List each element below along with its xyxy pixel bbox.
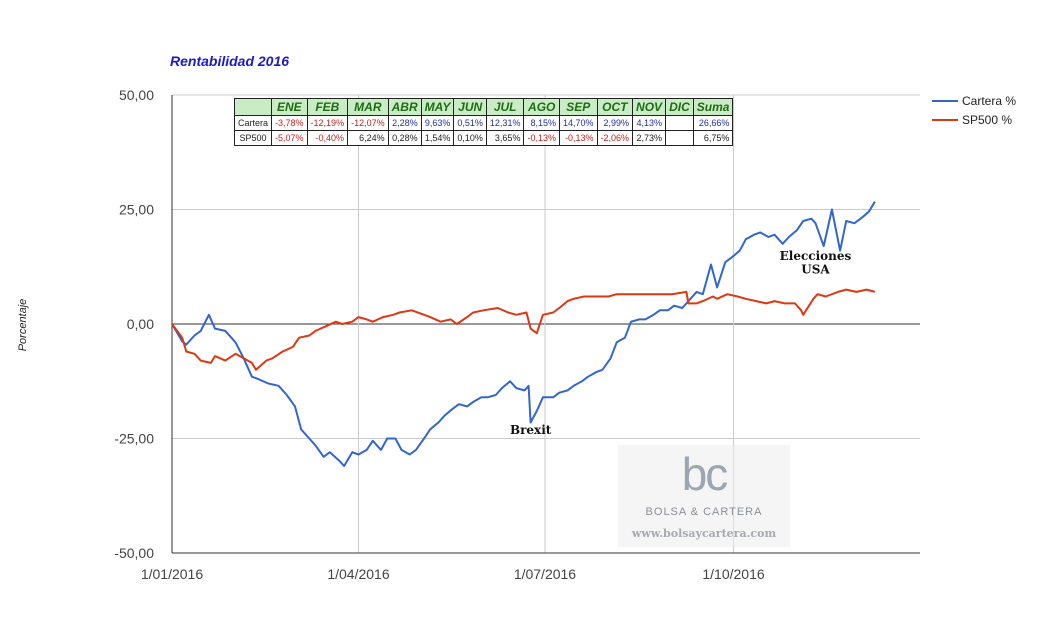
- legend-entry: SP500 %: [962, 113, 1012, 127]
- table-cell: -12,07%: [347, 115, 389, 131]
- annotation-label: USA: [801, 263, 830, 277]
- table-header-cell: JUL: [485, 98, 525, 116]
- series-line-cartera: [171, 201, 876, 467]
- table-header-cell: ABR: [387, 98, 422, 116]
- table-header-cell: ENE: [271, 98, 308, 116]
- table-header-cell: JUN: [453, 98, 487, 116]
- y-tick-label: 50,00: [119, 87, 154, 103]
- watermark-url: www.bolsaycartera.com: [631, 527, 777, 540]
- table-cell: 12,31%: [485, 115, 525, 131]
- x-tick-label: 1/01/2016: [141, 566, 203, 582]
- table-cell: 8,15%: [523, 115, 560, 131]
- table-cell: 1,54%: [420, 130, 455, 146]
- table-cell: -3,78%: [271, 115, 308, 131]
- watermark-logo: bc: [681, 448, 729, 500]
- series-line-sp500: [171, 288, 876, 371]
- table-cell: -12,19%: [306, 115, 349, 131]
- table-cell: 14,70%: [558, 115, 598, 131]
- table-cell: [665, 130, 694, 146]
- table-cell: 6,24%: [347, 130, 389, 146]
- table-cell: 2,99%: [596, 115, 634, 131]
- legend-entry: Cartera %: [962, 94, 1016, 108]
- table-row: Cartera -3,78% -12,19% -12,07% 2,28% 9,63% 0,5…: [233, 115, 734, 131]
- y-tick-label: -50,00: [114, 545, 154, 561]
- table-cell: -2,06%: [596, 130, 634, 146]
- table-header-cell: DIC: [665, 98, 694, 116]
- annotation-label: Elecciones: [780, 249, 852, 263]
- table-header-cell: OCT: [596, 98, 634, 116]
- x-tick-label: 1/04/2016: [327, 566, 389, 582]
- table-cell: -0,13%: [558, 130, 598, 146]
- annotation-label: Brexit: [510, 423, 552, 437]
- table-header-cell: MAR: [347, 98, 389, 116]
- table-cell: 0,10%: [453, 130, 487, 146]
- x-tick-label: 1/07/2016: [514, 566, 576, 582]
- table-cell: 6,75%: [692, 130, 734, 146]
- table-header-row: ENE FEB MAR ABR MAY JUN JUL AGO SEP OCT NOV DIC Suma: [233, 98, 734, 116]
- y-axis-ticks: 50,00 25,00 0,00 -25,00 -50,00: [114, 87, 154, 561]
- table-cell: 0,28%: [387, 130, 422, 146]
- grid-lines: [171, 94, 920, 554]
- y-tick-label: -25,00: [114, 431, 154, 447]
- watermark-brand-name: BOLSA & CARTERA: [645, 506, 763, 518]
- table-cell: 26,66%: [692, 115, 734, 131]
- y-tick-label: 0,00: [127, 316, 154, 332]
- y-axis-label: Porcentaje: [17, 299, 29, 352]
- series-lines: [171, 201, 876, 467]
- table-header-cell: NOV: [632, 98, 667, 116]
- table-header-cell: SEP: [558, 98, 598, 116]
- table-cell: 9,63%: [420, 115, 455, 131]
- watermark: bc BOLSA & CARTERA www.bolsaycartera.com: [618, 445, 790, 547]
- table-header-cell: MAY: [420, 98, 455, 116]
- table-header-cell: FEB: [306, 98, 349, 116]
- table-header-cell: Suma: [692, 98, 734, 116]
- table-row: SP500 -5,07% -0,40% 6,24% 0,28% 1,54% 0,10% 3,6…: [233, 130, 734, 146]
- x-tick-label: 1/10/2016: [702, 566, 764, 582]
- table-row-label: SP500: [233, 130, 273, 146]
- table-corner-cell: [233, 98, 273, 116]
- table-cell: 4,13%: [632, 115, 667, 131]
- table-cell: -5,07%: [271, 130, 308, 146]
- legend: Cartera % SP500 %: [932, 94, 1016, 127]
- monthly-returns-table: ENE FEB MAR ABR MAY JUN JUL AGO SEP OCT NOV DIC Suma…: [233, 98, 734, 146]
- table-cell: 2,73%: [632, 130, 667, 146]
- x-axis-ticks: 1/01/2016 1/04/2016 1/07/2016 1/10/2016: [141, 566, 765, 582]
- table-row-label: Cartera: [233, 115, 273, 131]
- table-cell: 3,65%: [485, 130, 525, 146]
- table-cell: 2,28%: [387, 115, 422, 131]
- chart-title: Rentabilidad 2016: [170, 53, 289, 69]
- table-cell: -0,40%: [306, 130, 349, 146]
- table-header-cell: AGO: [523, 98, 560, 116]
- y-tick-label: 25,00: [119, 202, 154, 218]
- table-cell: [665, 115, 694, 131]
- table-cell: -0,13%: [523, 130, 560, 146]
- table-cell: 0,51%: [453, 115, 487, 131]
